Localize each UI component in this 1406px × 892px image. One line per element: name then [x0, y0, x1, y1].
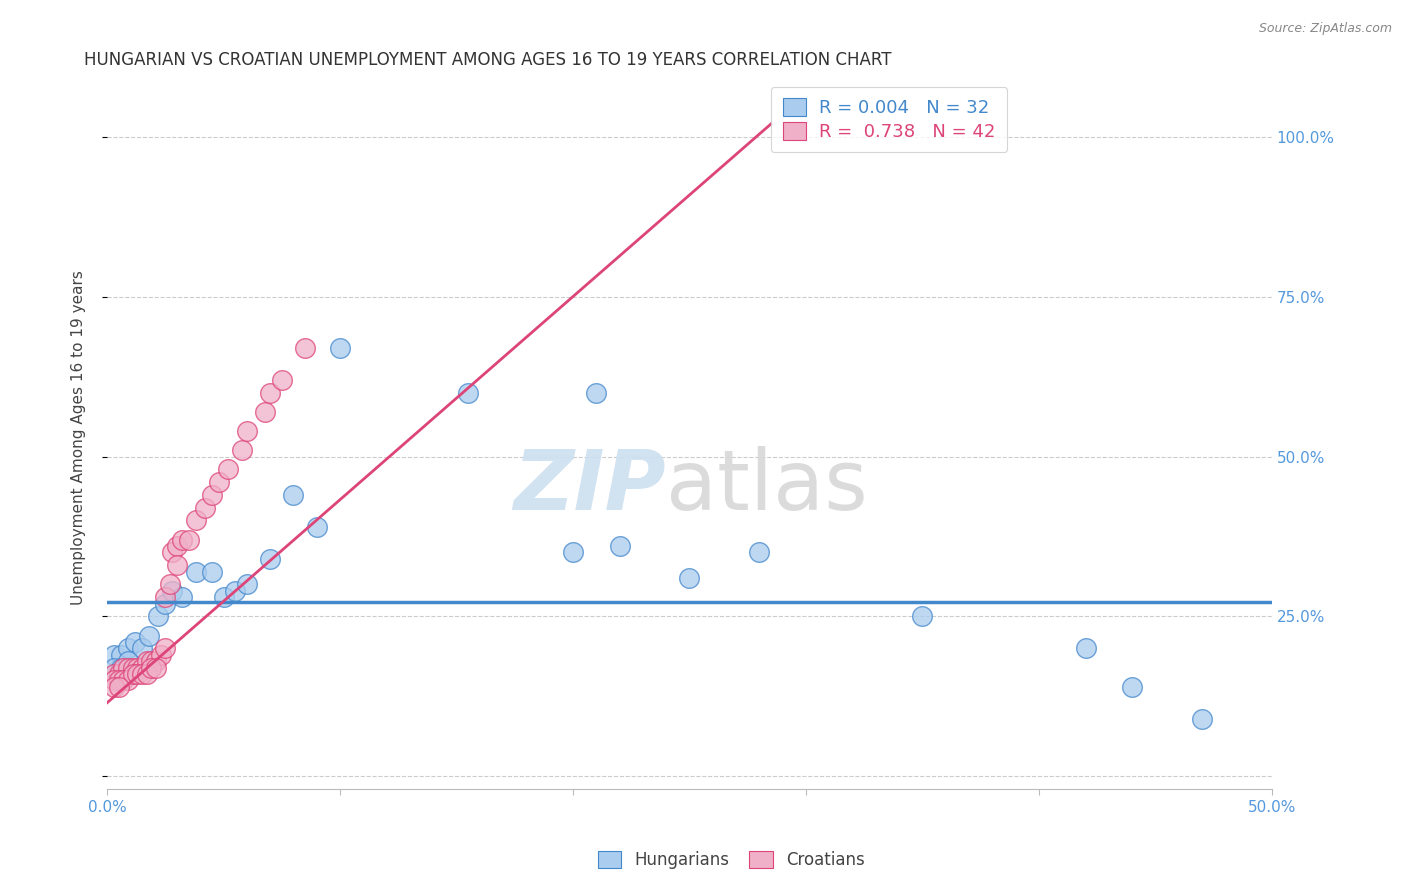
- Point: [103, 660, 125, 674]
- Point: [283, 488, 305, 502]
- Point: [236, 424, 259, 438]
- Text: ZIP: ZIP: [513, 446, 666, 527]
- Point: [103, 680, 125, 694]
- Point: [748, 545, 770, 559]
- Point: [224, 583, 246, 598]
- Point: [141, 660, 163, 674]
- Point: [305, 520, 328, 534]
- Point: [145, 654, 167, 668]
- Point: [112, 660, 135, 674]
- Point: [911, 609, 934, 624]
- Point: [457, 385, 479, 400]
- Point: [170, 591, 193, 605]
- Point: [138, 629, 160, 643]
- Point: [201, 488, 224, 502]
- Point: [148, 609, 170, 624]
- Point: [117, 660, 139, 674]
- Point: [208, 475, 231, 489]
- Point: [155, 591, 177, 605]
- Point: [112, 673, 135, 688]
- Point: [212, 591, 235, 605]
- Legend: Hungarians, Croatians: Hungarians, Croatians: [588, 841, 875, 880]
- Point: [259, 385, 281, 400]
- Point: [107, 680, 129, 694]
- Point: [155, 641, 177, 656]
- Point: [131, 641, 153, 656]
- Y-axis label: Unemployment Among Ages 16 to 19 years: Unemployment Among Ages 16 to 19 years: [72, 270, 86, 605]
- Text: HUNGARIAN VS CROATIAN UNEMPLOYMENT AMONG AGES 16 TO 19 YEARS CORRELATION CHART: HUNGARIAN VS CROATIAN UNEMPLOYMENT AMONG…: [84, 51, 891, 69]
- Point: [124, 635, 146, 649]
- Point: [121, 667, 143, 681]
- Point: [236, 577, 259, 591]
- Point: [678, 571, 700, 585]
- Text: atlas: atlas: [666, 446, 868, 527]
- Point: [585, 385, 607, 400]
- Point: [217, 462, 239, 476]
- Point: [329, 341, 352, 355]
- Point: [1074, 641, 1097, 656]
- Point: [177, 533, 200, 547]
- Point: [127, 660, 149, 674]
- Point: [110, 648, 132, 662]
- Point: [259, 552, 281, 566]
- Point: [135, 654, 157, 668]
- Point: [117, 654, 139, 668]
- Point: [117, 641, 139, 656]
- Point: [184, 514, 207, 528]
- Point: [155, 597, 177, 611]
- Point: [184, 565, 207, 579]
- Point: [166, 539, 188, 553]
- Text: Source: ZipAtlas.com: Source: ZipAtlas.com: [1258, 22, 1392, 36]
- Point: [159, 577, 181, 591]
- Point: [609, 539, 631, 553]
- Point: [107, 667, 129, 681]
- Point: [294, 341, 316, 355]
- Point: [110, 660, 132, 674]
- Point: [107, 673, 129, 688]
- Point: [170, 533, 193, 547]
- Point: [166, 558, 188, 573]
- Point: [135, 667, 157, 681]
- Point: [270, 373, 292, 387]
- Point: [162, 545, 184, 559]
- Point: [562, 545, 585, 559]
- Point: [145, 660, 167, 674]
- Point: [103, 667, 125, 681]
- Point: [117, 673, 139, 688]
- Point: [162, 583, 184, 598]
- Point: [131, 660, 153, 674]
- Legend: R = 0.004   N = 32, R =  0.738   N = 42: R = 0.004 N = 32, R = 0.738 N = 42: [770, 87, 1007, 153]
- Point: [121, 660, 143, 674]
- Point: [1121, 680, 1143, 694]
- Point: [1191, 712, 1213, 726]
- Point: [103, 673, 125, 688]
- Point: [127, 667, 149, 681]
- Point: [149, 648, 172, 662]
- Point: [131, 667, 153, 681]
- Point: [141, 654, 163, 668]
- Point: [231, 443, 253, 458]
- Point: [201, 565, 224, 579]
- Point: [103, 648, 125, 662]
- Point: [254, 405, 277, 419]
- Point: [194, 500, 217, 515]
